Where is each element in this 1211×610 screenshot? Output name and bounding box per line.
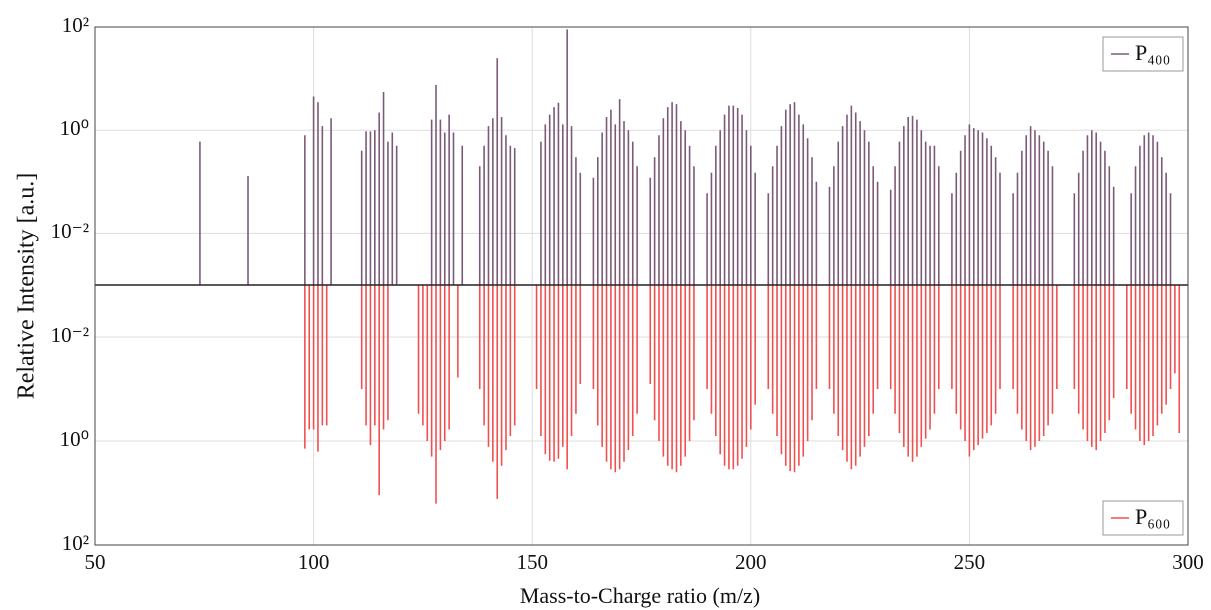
y-tick-label: 10⁻²: [51, 323, 89, 347]
y-tick-label: 10²: [62, 531, 89, 555]
legend-label: P₆₀₀: [1135, 504, 1170, 529]
x-tick-label: 100: [298, 550, 330, 574]
x-tick-label: 200: [735, 550, 767, 574]
legend-label: P₄₀₀: [1135, 40, 1170, 65]
plot-area: [95, 27, 1188, 545]
x-tick-label: 50: [85, 550, 106, 574]
y-tick-label: 10⁰: [60, 116, 89, 140]
x-tick-label: 300: [1172, 550, 1204, 574]
y-tick-label: 10⁻²: [51, 219, 89, 243]
x-axis-label: Mass-to-Charge ratio (m/z): [520, 583, 760, 608]
x-tick-label: 250: [954, 550, 986, 574]
y-tick-label: 10²: [62, 13, 89, 37]
layer: [94, 26, 1189, 546]
x-tick-label: 150: [516, 550, 548, 574]
y-tick-label: 10⁰: [60, 427, 89, 451]
y-axis-label: Relative Intensity [a.u.]: [14, 173, 40, 400]
plot-frame: [94, 26, 1189, 546]
